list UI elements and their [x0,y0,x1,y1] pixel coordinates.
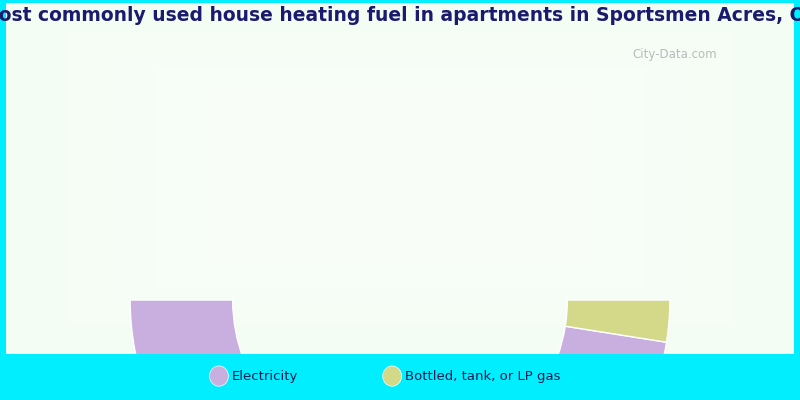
Text: Bottled, tank, or LP gas: Bottled, tank, or LP gas [405,370,560,382]
Text: Electricity: Electricity [231,370,298,382]
Text: City-Data.com: City-Data.com [632,48,717,61]
Ellipse shape [382,366,402,386]
Ellipse shape [210,366,228,386]
Text: Most commonly used house heating fuel in apartments in Sportsmen Acres, OK: Most commonly used house heating fuel in… [0,6,800,25]
Wedge shape [566,300,670,342]
Wedge shape [130,300,666,400]
